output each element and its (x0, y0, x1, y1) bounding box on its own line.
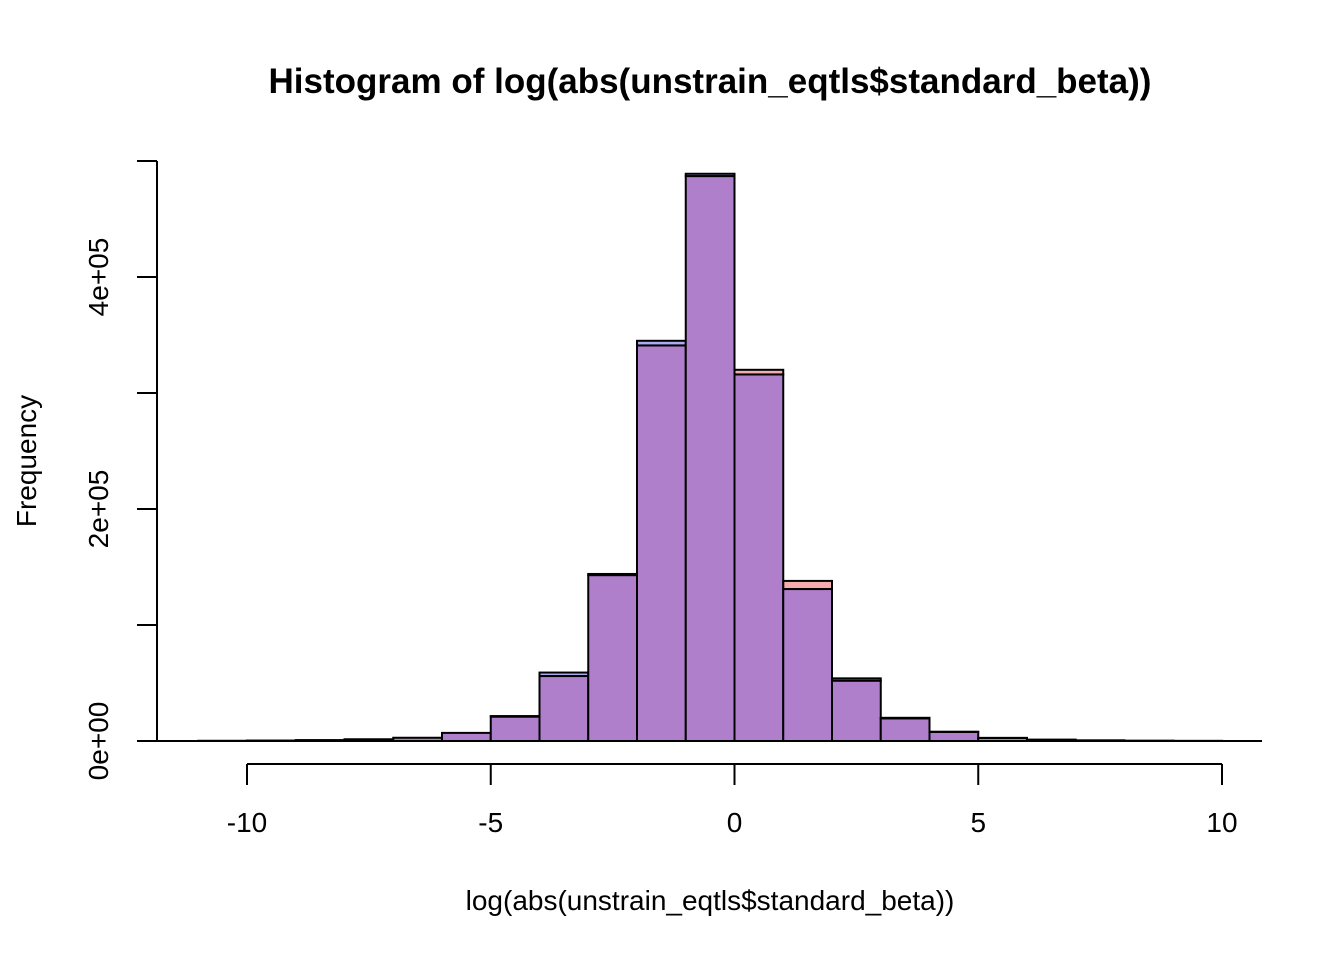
histogram-bar-cap (587, 572, 638, 577)
histogram-bar (489, 715, 541, 743)
y-tick-label: 0e+00 (83, 702, 114, 781)
x-axis-label: log(abs(unstrain_eqtls$standard_beta)) (466, 885, 955, 916)
histogram-bar-cap (489, 715, 541, 718)
histogram-bar-cap (684, 172, 736, 178)
histogram-bar (636, 344, 687, 742)
y-axis: 0e+00 2e+05 4e+05 (83, 160, 158, 781)
histogram-bar (831, 679, 882, 742)
histogram-bar-cap (733, 368, 785, 376)
x-axis: -10 -5 0 5 10 (227, 763, 1238, 838)
y-tick-label: 2e+05 (83, 470, 114, 549)
histogram-bar (587, 574, 638, 742)
x-tick-label: -5 (478, 807, 503, 838)
histogram-bar (782, 588, 833, 742)
histogram-bar (733, 373, 785, 742)
histogram-bar-cap (636, 339, 687, 347)
histogram-bar-cap (879, 716, 931, 720)
histogram-bar-cap (831, 677, 882, 682)
histogram-bars (197, 172, 1223, 743)
histogram-bar (441, 731, 492, 743)
x-tick-label: 10 (1206, 807, 1237, 838)
histogram-bar (684, 175, 736, 742)
y-axis-label: Frequency (11, 395, 42, 527)
histogram-bar (879, 717, 931, 743)
histogram-bar-cap (538, 671, 590, 678)
histogram-bar (538, 675, 590, 742)
y-tick-label: 4e+05 (83, 238, 114, 317)
x-tick-label: -10 (227, 807, 267, 838)
chart-title: Histogram of log(abs(unstrain_eqtls$stan… (269, 62, 1152, 101)
histogram-bar (928, 730, 980, 743)
histogram-bar-cap (782, 579, 833, 591)
x-tick-label: 0 (727, 807, 743, 838)
x-tick-label: 5 (970, 807, 986, 838)
